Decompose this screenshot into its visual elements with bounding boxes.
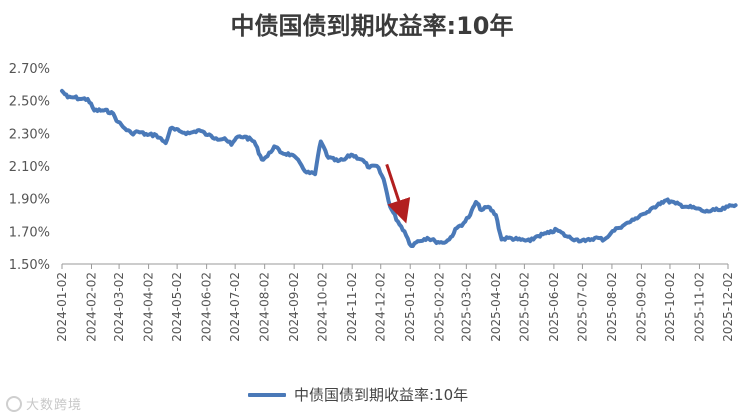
x-tick-label: 2025-04-02 — [489, 272, 503, 342]
chart-title: 中债国债到期收益率:10年 — [230, 12, 514, 40]
x-tick-label: 2025-12-02 — [721, 272, 735, 342]
y-tick-label: 2.70% — [9, 62, 50, 77]
y-tick-label: 1.90% — [9, 193, 50, 208]
watermark-text: 大数跨境 — [26, 398, 83, 413]
x-tick-label: 2025-06-02 — [547, 272, 561, 342]
x-tick-label: 2024-06-02 — [200, 272, 214, 342]
axes: 2.70% 2.50% 2.30% 2.10% 1.90% 1.70% 1.50% 2024-… — [9, 62, 735, 342]
x-tick-label: 2024-04-02 — [142, 272, 156, 342]
y-tick-label: 1.70% — [9, 225, 50, 240]
legend-swatch — [248, 392, 286, 397]
x-tick-label: 2025-02-02 — [433, 272, 447, 342]
annotation-arrow — [385, 163, 411, 224]
watermark-logo-icon — [6, 396, 22, 412]
legend: 中债国债到期收益率:10年 — [248, 384, 468, 405]
x-tick-label: 2025-10-02 — [663, 272, 677, 342]
y-tick-label: 1.50% — [9, 258, 50, 273]
x-tick-label: 2025-05-02 — [517, 272, 531, 342]
x-tick-label: 2024-02-02 — [84, 272, 98, 342]
x-tick-label: 2024-03-02 — [112, 272, 126, 342]
series-line — [60, 88, 738, 248]
x-tick-label: 2025-09-02 — [634, 272, 648, 342]
y-tick-label: 2.50% — [9, 95, 50, 110]
x-tick-label: 2025-07-02 — [575, 272, 589, 342]
legend-label: 中债国债到期收益率:10年 — [294, 386, 469, 404]
x-tick-label: 2024-01-02 — [55, 272, 69, 342]
x-tick-label: 2024-10-02 — [316, 272, 330, 342]
series-layer — [60, 88, 738, 248]
x-tick-label: 2025-11-02 — [692, 272, 706, 342]
y-tick-label: 2.30% — [9, 127, 50, 142]
x-tick-label: 2024-12-02 — [374, 272, 388, 342]
x-tick-label: 2024-05-02 — [170, 272, 184, 342]
x-tick-label: 2024-07-02 — [228, 272, 242, 342]
x-tick-label: 2025-01-02 — [403, 272, 417, 342]
watermark: 大数跨境 — [6, 394, 82, 413]
x-tick-label: 2024-11-02 — [345, 272, 359, 342]
x-tick-label: 2025-08-02 — [605, 272, 619, 342]
x-tick-label: 2024-08-02 — [258, 272, 272, 342]
annotation-layer — [385, 163, 411, 224]
x-tick-label: 2024-09-02 — [287, 272, 301, 342]
x-tick-label: 2025-03-02 — [459, 272, 473, 342]
y-tick-label: 2.10% — [9, 160, 50, 175]
